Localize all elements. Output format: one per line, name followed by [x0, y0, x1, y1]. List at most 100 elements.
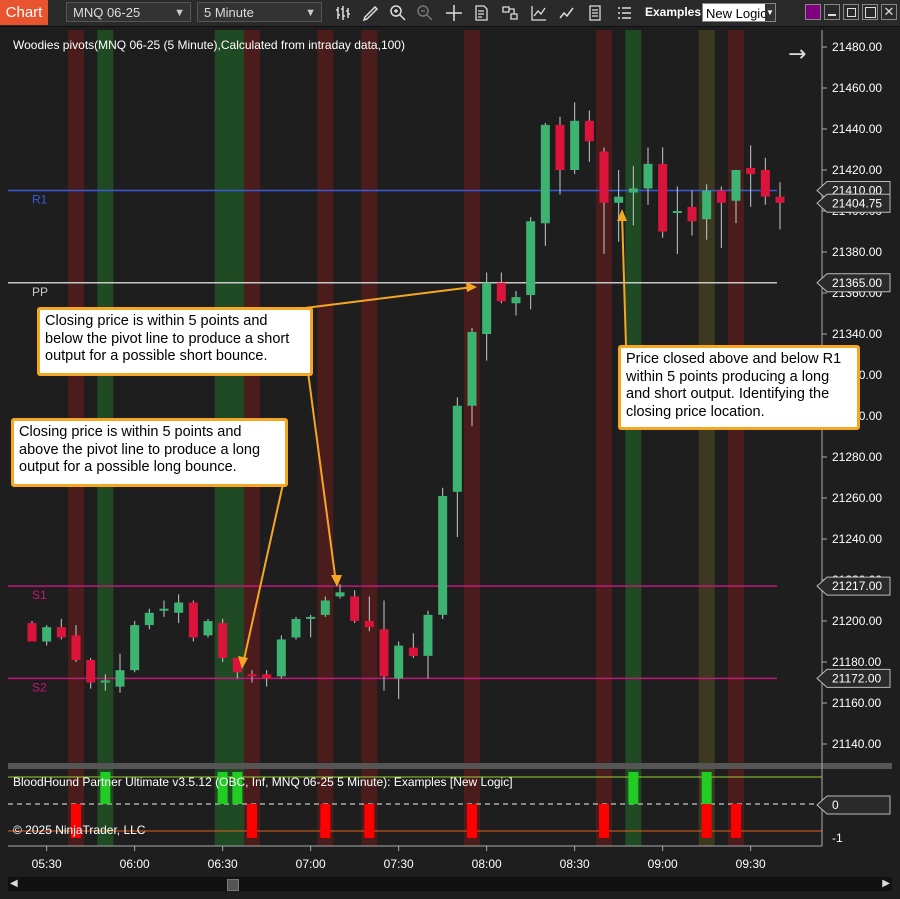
- examples-label: Examples: [645, 5, 702, 19]
- candle-body: [364, 621, 374, 628]
- osc-zero-tag: 0: [816, 795, 891, 815]
- crosshair-icon[interactable]: [444, 3, 464, 23]
- y-tick-label: 21460.00: [832, 81, 882, 95]
- copyright-text: © 2025 NinjaTrader, LLC: [13, 823, 146, 837]
- interval-value: 5 Minute: [204, 5, 254, 20]
- x-tick-label: 05:30: [32, 857, 62, 871]
- arrow-to-pp: [304, 286, 474, 309]
- candle-body: [540, 124, 550, 224]
- candle-5: [100, 674, 110, 691]
- zoom-out-icon[interactable]: [415, 3, 435, 23]
- scroll-thumb[interactable]: [227, 879, 239, 891]
- candle-10: [174, 594, 184, 624]
- candle-body: [482, 282, 492, 334]
- signal-band-red: [317, 30, 334, 763]
- candle-3: [71, 625, 81, 662]
- candle-7: [130, 621, 140, 673]
- long-signal-bar: [100, 772, 111, 804]
- candle-body: [130, 625, 140, 671]
- candle-41: [628, 165, 638, 226]
- signal-band-red: [361, 30, 378, 763]
- candle-9: [159, 600, 169, 617]
- y-tick-label: 21140.00: [832, 737, 881, 751]
- arrowhead-s2: [238, 656, 248, 669]
- candle-26: [408, 633, 418, 658]
- list-icon[interactable]: [614, 3, 634, 23]
- candle-29: [452, 397, 462, 537]
- data-box-icon[interactable]: [471, 3, 491, 23]
- horizontal-scrollbar[interactable]: ◀ ▶: [8, 877, 892, 891]
- scroll-left-icon[interactable]: ◀: [10, 878, 18, 889]
- callout-short-bounce: Closing price is within 5 points and bel…: [37, 307, 313, 376]
- candle-38: [584, 110, 594, 162]
- pivot-price-tag: 21172.00: [816, 668, 891, 688]
- draw-icon[interactable]: [361, 3, 381, 23]
- candle-24: [379, 600, 389, 691]
- short-signal-bar: [320, 804, 331, 838]
- arrow-to-s1: [307, 371, 337, 584]
- arrow-right-icon[interactable]: →: [788, 42, 806, 67]
- x-tick-label: 06:00: [120, 857, 150, 871]
- pivot-label-pp: PP: [32, 285, 48, 299]
- y-tick-label: 21480.00: [832, 40, 882, 54]
- bar-type-icon[interactable]: [334, 3, 354, 23]
- long-signal-bar: [217, 772, 228, 804]
- candle-34: [526, 217, 536, 310]
- candle-0: [27, 621, 37, 642]
- candle-body: [291, 618, 301, 638]
- chart-tab[interactable]: Chart: [0, 0, 48, 25]
- candle-8: [144, 608, 154, 630]
- pivot-price-tag: 21217.00: [816, 576, 891, 596]
- color-icon[interactable]: [805, 4, 821, 20]
- restore-icon[interactable]: [843, 4, 859, 20]
- time-axis[interactable]: 05:30 06:00 06:30 07:00 07:30 08:00 08:30 09:00…: [32, 846, 766, 871]
- panel-splitter[interactable]: [8, 763, 892, 769]
- arrowhead-pp: [466, 282, 477, 292]
- long-signal-bar: [232, 772, 243, 804]
- close-icon[interactable]: ✕: [881, 4, 897, 20]
- interval-selector[interactable]: 5 Minute ▼: [197, 2, 322, 22]
- candle-33: [511, 290, 521, 316]
- x-tick-label: 06:30: [208, 857, 238, 871]
- candle-19: [306, 614, 316, 638]
- y-tick-label: 21340.00: [832, 327, 882, 341]
- candle-body: [628, 188, 638, 193]
- y-tick-label: 21380.00: [832, 245, 882, 259]
- candle-body: [584, 120, 594, 142]
- candle-39: [599, 147, 609, 255]
- candle-body: [218, 623, 228, 658]
- osc-zero-tag-text: 0: [832, 798, 839, 812]
- instrument-selector[interactable]: MNQ 06-25 ▼: [66, 2, 191, 22]
- zoom-in-icon[interactable]: [388, 3, 408, 23]
- candle-30: [467, 327, 477, 427]
- logic-value: New Logic: [706, 6, 767, 21]
- pivot-label-s1: S1: [32, 588, 47, 602]
- candle-body: [775, 196, 785, 203]
- scroll-right-icon[interactable]: ▶: [882, 878, 890, 889]
- signal-bands: [68, 30, 744, 846]
- indicators-icon[interactable]: [529, 3, 549, 23]
- candle-body: [144, 612, 154, 626]
- candle-32: [496, 272, 506, 304]
- signal-band-red: [596, 30, 612, 763]
- y-tick-label: 21240.00: [832, 532, 882, 546]
- y-tick-label: 21260.00: [832, 491, 882, 505]
- minimize-icon[interactable]: [824, 4, 840, 20]
- candle-48: [731, 170, 741, 224]
- strategies-icon[interactable]: [500, 3, 520, 23]
- logic-selector[interactable]: New Logic ▼: [702, 3, 776, 22]
- candle-46: [702, 184, 712, 240]
- maximize-icon[interactable]: [862, 4, 878, 20]
- candlestick-series: [27, 102, 785, 699]
- price-tags: 21410.0021365.0021217.0021172.0021404.75…: [816, 181, 891, 845]
- candle-43: [658, 147, 668, 238]
- candle-body: [423, 614, 433, 656]
- short-signal-bar: [71, 804, 81, 838]
- templates-icon[interactable]: [585, 3, 605, 23]
- candle-body: [746, 167, 756, 175]
- candle-36: [555, 116, 565, 195]
- signal-band-green: [229, 30, 246, 763]
- candle-4: [86, 657, 96, 689]
- chevron-down-icon: ▼: [174, 7, 185, 19]
- properties-icon[interactable]: [557, 3, 577, 23]
